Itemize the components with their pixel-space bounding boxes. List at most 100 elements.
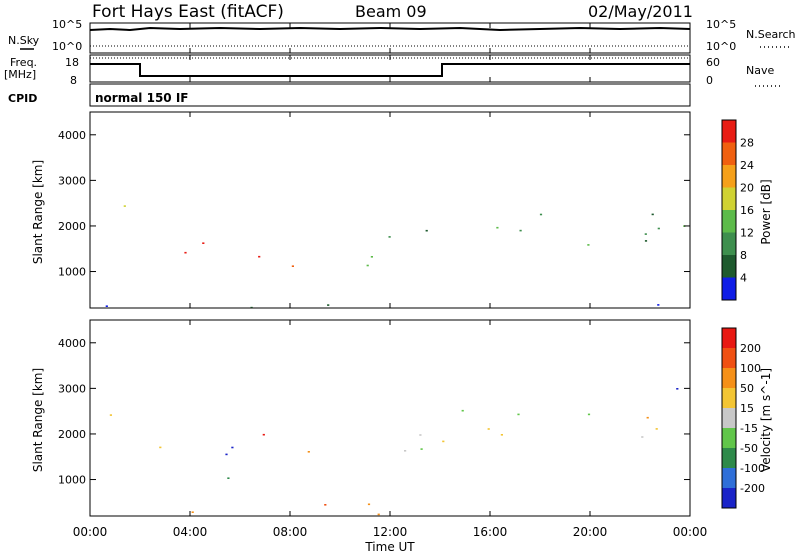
y-tick-label: 2000 bbox=[58, 220, 86, 233]
power-panel: 4000 3000 2000 1000 Slant Range [km] bbox=[31, 111, 691, 309]
colorbar-tick-label: 200 bbox=[740, 342, 761, 355]
colorbar-segment bbox=[722, 165, 736, 188]
data-cell bbox=[644, 233, 647, 235]
colorbar-segment bbox=[722, 277, 736, 301]
velocity-colorbar-label: Velocity [m s^-1] bbox=[759, 368, 773, 472]
data-cell bbox=[109, 414, 112, 416]
colorbar-segment bbox=[722, 120, 736, 143]
time-tick-label: 12:00 bbox=[373, 525, 408, 539]
y-tick-label: 1000 bbox=[58, 266, 86, 279]
noise-left-tick-bottom: 10^0 bbox=[52, 40, 82, 53]
freq-left-tick-bottom: 8 bbox=[70, 74, 77, 87]
velocity-data-layer bbox=[109, 388, 679, 516]
colorbar-tick-label: -100 bbox=[740, 462, 765, 475]
data-cell bbox=[227, 477, 230, 479]
data-cell bbox=[655, 428, 658, 430]
y-tick-label: 2000 bbox=[58, 428, 86, 441]
time-tick-label: 00:00 bbox=[673, 525, 708, 539]
data-cell bbox=[442, 440, 445, 443]
data-cell bbox=[184, 251, 187, 254]
colorbar-tick-label: 20 bbox=[740, 182, 754, 195]
data-cell bbox=[159, 446, 162, 449]
freq-right-tick-top: 60 bbox=[706, 56, 720, 69]
data-cell bbox=[105, 305, 108, 307]
noise-right-label: N.Search bbox=[746, 28, 796, 41]
freq-left-label-1: Freq. bbox=[10, 56, 37, 69]
data-cell bbox=[291, 265, 294, 267]
time-axis-label: Time UT bbox=[364, 540, 415, 554]
colorbar-tick-label: 100 bbox=[740, 362, 761, 375]
data-cell bbox=[123, 205, 126, 207]
velocity-colorbar: 200 100 50 15 -15 -50 -100 -200 bbox=[721, 327, 765, 509]
colorbar-tick-label: 24 bbox=[740, 159, 754, 172]
data-cell bbox=[324, 504, 327, 506]
colorbar-segment bbox=[722, 448, 736, 469]
data-cell bbox=[657, 304, 660, 306]
colorbar-tick-label: -15 bbox=[740, 422, 758, 435]
data-cell bbox=[651, 213, 654, 216]
frequency-panel: Freq. [MHz] 18 8 60 0 Nave bbox=[4, 54, 782, 87]
data-cell bbox=[366, 264, 369, 267]
y-tick-label: 3000 bbox=[58, 382, 86, 395]
data-cell bbox=[367, 503, 371, 506]
colorbar-segment bbox=[722, 368, 736, 389]
data-cell bbox=[258, 255, 261, 258]
data-cell bbox=[191, 511, 194, 513]
cpid-panel: CPID normal 150 IF bbox=[8, 83, 691, 107]
noise-right-tick-bottom: 10^0 bbox=[706, 40, 736, 53]
data-cell bbox=[419, 434, 422, 436]
colorbar-segment bbox=[722, 408, 736, 429]
colorbar-tick-label: -50 bbox=[740, 442, 758, 455]
power-y-axis: 4000 3000 2000 1000 bbox=[58, 129, 690, 279]
data-cell bbox=[231, 446, 234, 449]
station-title: Fort Hays East (fitACF) bbox=[92, 2, 284, 22]
data-cell bbox=[225, 453, 228, 456]
colorbar-segment bbox=[722, 488, 736, 509]
data-cell bbox=[646, 416, 649, 419]
y-tick-label: 4000 bbox=[58, 129, 86, 142]
colorbar-tick-label: 28 bbox=[740, 137, 754, 150]
data-cell bbox=[641, 436, 644, 438]
colorbar-segment bbox=[722, 232, 736, 256]
noise-panel: N.Sky 10^5 10^0 10^5 10^0 N.Search bbox=[8, 18, 796, 54]
colorbar-segment bbox=[722, 348, 736, 369]
data-cell bbox=[420, 448, 423, 450]
data-cell bbox=[539, 213, 543, 216]
power-colorbar-label: Power [dB] bbox=[759, 179, 773, 244]
y-tick-label: 3000 bbox=[58, 174, 86, 187]
data-cell bbox=[262, 433, 265, 436]
data-cell bbox=[496, 226, 499, 229]
data-cell bbox=[657, 227, 660, 230]
colorbar-tick-label: -200 bbox=[740, 482, 765, 495]
data-cell bbox=[676, 388, 679, 390]
colorbar-segment bbox=[722, 468, 736, 489]
colorbar-tick-label: 8 bbox=[740, 249, 747, 262]
colorbar-segment bbox=[722, 142, 736, 166]
cpid-label: CPID bbox=[8, 92, 37, 105]
velocity-y-label: Slant Range [km] bbox=[31, 368, 45, 472]
data-cell bbox=[202, 242, 205, 244]
nave-label: Nave bbox=[746, 64, 774, 77]
data-cell bbox=[487, 428, 490, 430]
time-tick-label: 16:00 bbox=[473, 525, 508, 539]
date-title: 02/May/2011 bbox=[588, 2, 693, 21]
data-cell bbox=[461, 409, 464, 412]
power-colorbar: 28 24 20 16 12 8 4 bbox=[721, 119, 754, 301]
data-cell bbox=[519, 229, 522, 232]
noise-left-tick-top: 10^5 bbox=[52, 18, 82, 31]
data-cell bbox=[370, 256, 373, 258]
y-tick-label: 4000 bbox=[58, 337, 86, 350]
data-cell bbox=[644, 240, 648, 242]
noise-right-tick-top: 10^5 bbox=[706, 18, 736, 31]
colorbar-segment bbox=[722, 328, 736, 349]
beam-title: Beam 09 bbox=[355, 2, 427, 21]
velocity-y-axis: 4000 3000 2000 1000 bbox=[58, 337, 690, 487]
time-tick-label: 04:00 bbox=[173, 525, 208, 539]
data-cell bbox=[327, 304, 330, 306]
colorbar-segment bbox=[722, 388, 736, 409]
cpid-value: normal 150 IF bbox=[95, 91, 189, 105]
data-cell bbox=[517, 413, 520, 416]
data-cell bbox=[377, 513, 380, 516]
colorbar-tick-label: 12 bbox=[740, 227, 754, 240]
